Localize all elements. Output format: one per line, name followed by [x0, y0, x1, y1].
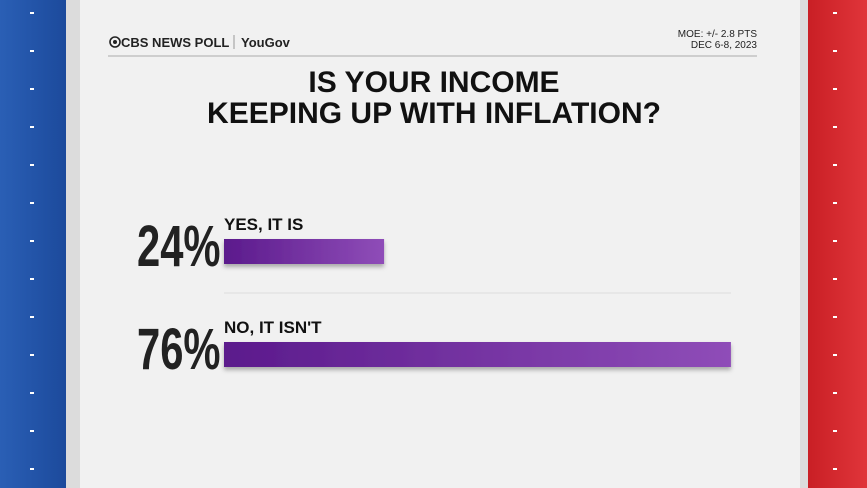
- dash: [30, 88, 34, 90]
- dash: [30, 430, 34, 432]
- dash: [833, 354, 837, 356]
- category-label: YES, IT IS: [224, 215, 303, 234]
- dates: DEC 6-8, 2023: [691, 40, 758, 51]
- cbs-eye-pupil: [113, 40, 117, 44]
- brand: CBS NEWS POLL: [121, 35, 229, 50]
- panel: [80, 0, 800, 488]
- right-stripe: [808, 0, 867, 488]
- cbs-eye: [109, 36, 121, 48]
- dash: [833, 12, 837, 14]
- dash: [833, 316, 837, 318]
- dash: [30, 354, 34, 356]
- dash: [30, 392, 34, 394]
- partner: YouGov: [241, 35, 291, 50]
- dash: [833, 88, 837, 90]
- dash: [30, 12, 34, 14]
- dash: [833, 164, 837, 166]
- dash: [30, 278, 34, 280]
- dash: [833, 392, 837, 394]
- dash: [30, 202, 34, 204]
- bar: [224, 342, 731, 367]
- dash: [833, 240, 837, 242]
- dash: [833, 126, 837, 128]
- dash: [30, 240, 34, 242]
- value-label: 76%: [137, 316, 221, 381]
- left-stripe: [0, 0, 66, 488]
- dash: [30, 126, 34, 128]
- dash: [30, 316, 34, 318]
- value-label: 24%: [137, 213, 221, 278]
- dash: [833, 50, 837, 52]
- chart-title: KEEPING UP WITH INFLATION?: [207, 97, 661, 130]
- chart-title: IS YOUR INCOME: [308, 66, 559, 99]
- bar: [224, 239, 385, 264]
- moe: MOE: +/- 2.8 PTS: [678, 29, 758, 40]
- dash: [833, 202, 837, 204]
- dash: [30, 50, 34, 52]
- dash: [30, 468, 34, 470]
- dash: [30, 164, 34, 166]
- dash: [833, 430, 837, 432]
- stripe-dashes: [30, 12, 837, 470]
- dash: [833, 278, 837, 280]
- dash: [833, 468, 837, 470]
- category-label: NO, IT ISN'T: [224, 318, 322, 337]
